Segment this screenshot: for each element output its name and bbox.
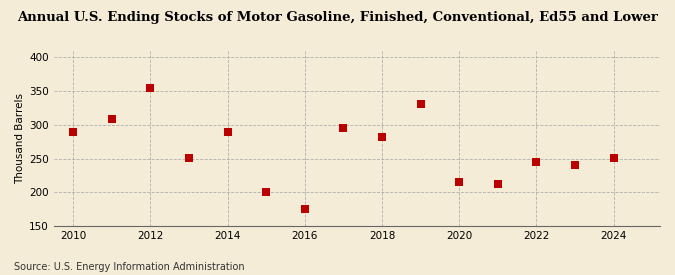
Y-axis label: Thousand Barrels: Thousand Barrels <box>15 93 25 184</box>
Point <box>415 102 426 106</box>
Point <box>184 156 194 160</box>
Point <box>570 163 580 167</box>
Point <box>106 117 117 122</box>
Point <box>377 135 387 139</box>
Text: Source: U.S. Energy Information Administration: Source: U.S. Energy Information Administ… <box>14 262 244 272</box>
Point <box>531 160 542 164</box>
Point <box>261 190 271 194</box>
Text: Annual U.S. Ending Stocks of Motor Gasoline, Finished, Conventional, Ed55 and Lo: Annual U.S. Ending Stocks of Motor Gasol… <box>17 11 658 24</box>
Point <box>299 207 310 211</box>
Point <box>454 180 464 184</box>
Point <box>145 86 156 90</box>
Point <box>338 125 349 130</box>
Point <box>222 129 233 134</box>
Point <box>493 182 504 186</box>
Point <box>68 129 78 134</box>
Point <box>608 156 619 160</box>
